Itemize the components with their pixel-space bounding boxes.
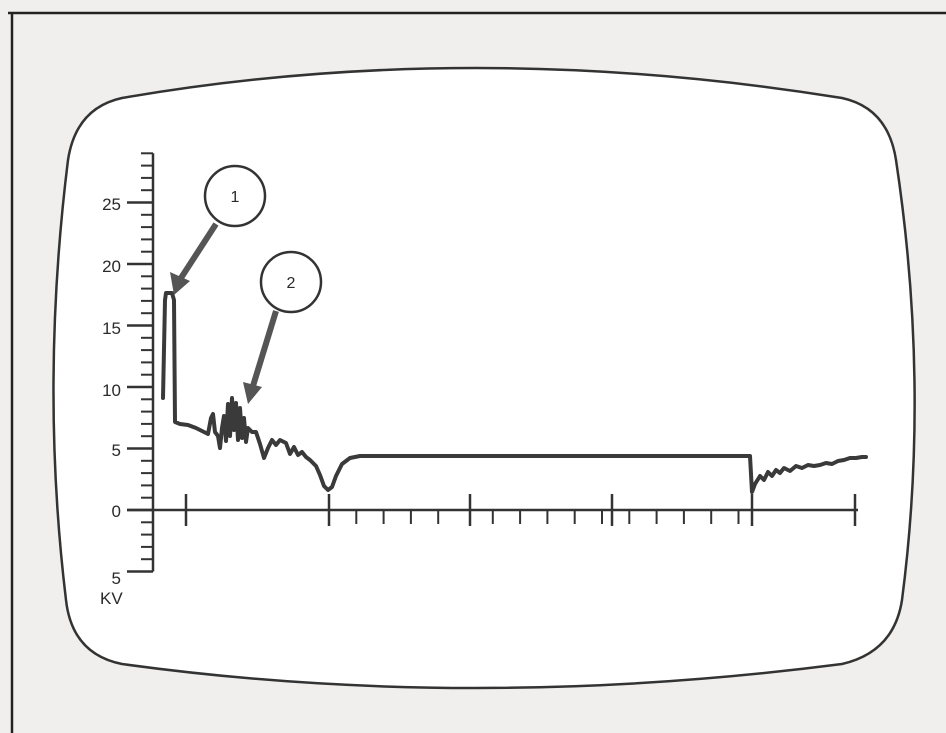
callout-1-arrow-shaft [178, 222, 219, 280]
callout-2: 2 [243, 250, 323, 404]
y-axis-unit-label: KV [100, 589, 123, 608]
x-axis [127, 494, 858, 526]
y-tick-label-5: 5 [112, 441, 121, 460]
scope-screen [52, 66, 916, 690]
voltage-waveform-trace [161, 291, 868, 494]
callout-1: 1 [170, 164, 267, 295]
page-frame [8, 11, 946, 733]
y-tick-label-0: 0 [112, 502, 121, 521]
y-tick-labels: 25 20 15 10 5 0 5 KV [100, 195, 123, 608]
y-tick-label-10: 10 [102, 381, 121, 400]
callout-1-arrowhead [170, 272, 190, 295]
callout-2-arrowhead [243, 382, 262, 404]
callout-2-number: 2 [287, 275, 296, 292]
y-tick-label-15: 15 [102, 319, 121, 338]
callout-2-circle [259, 250, 323, 314]
y-tick-label-20: 20 [102, 257, 121, 276]
callout-2-arrow-shaft [250, 310, 279, 387]
y-axis [127, 152, 155, 573]
y-tick-label-neg5: 5 [112, 569, 121, 588]
callout-1-number: 1 [231, 189, 240, 206]
callout-1-circle [203, 164, 267, 228]
y-tick-label-25: 25 [102, 195, 121, 214]
